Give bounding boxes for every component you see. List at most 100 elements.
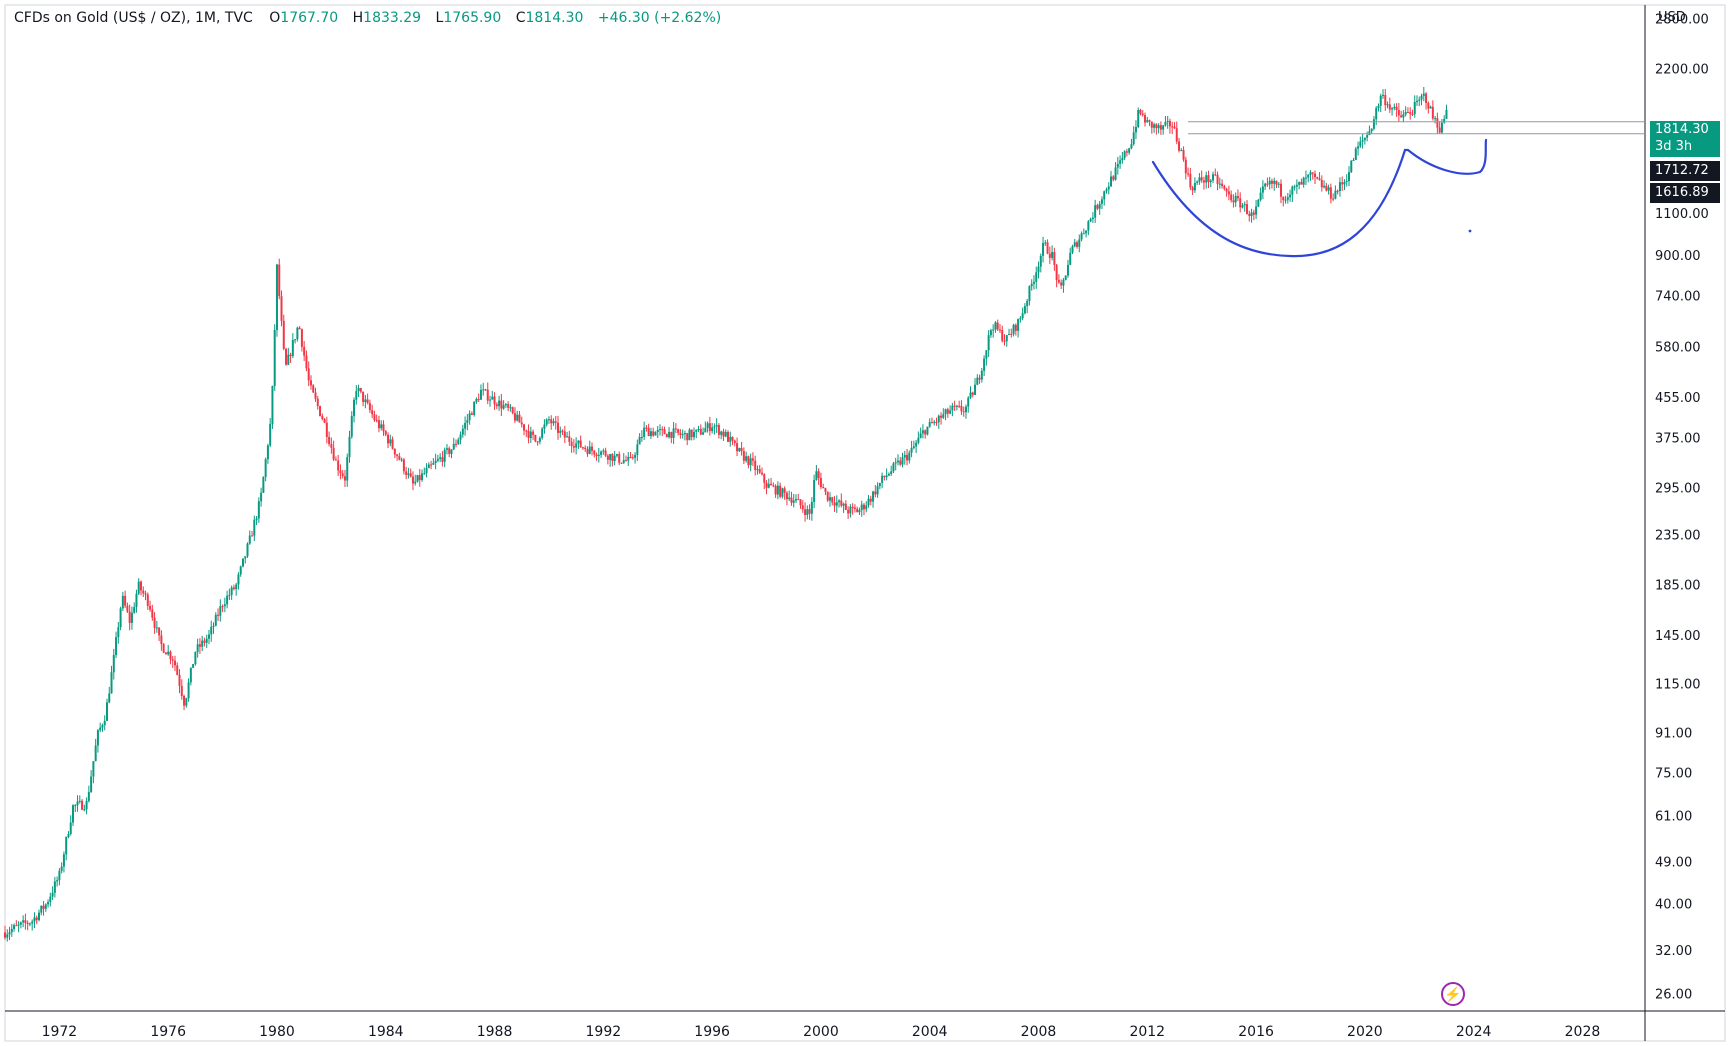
candle-body	[282, 320, 285, 349]
candle-body	[1298, 181, 1301, 185]
candle-body	[1284, 199, 1287, 201]
candle-body	[169, 651, 172, 660]
candle-body	[1137, 109, 1140, 128]
candle-body	[1363, 137, 1366, 141]
candle-body	[656, 429, 659, 433]
candle-body	[1019, 318, 1022, 320]
candle-body	[1377, 105, 1380, 109]
candle-body	[1080, 233, 1083, 240]
lightning-icon[interactable]: ⚡	[1441, 982, 1465, 1006]
candle-body	[1089, 218, 1092, 222]
candle-body	[1381, 95, 1384, 97]
candle-body	[525, 430, 528, 432]
candle-body	[214, 614, 217, 626]
candle-body	[659, 429, 662, 431]
candle-body	[1388, 104, 1391, 110]
candle-body	[561, 430, 564, 432]
candle-body	[443, 449, 446, 462]
candle-body	[953, 405, 956, 407]
candle-body	[1250, 212, 1253, 216]
candle-body	[380, 424, 383, 429]
candle-body	[717, 425, 720, 435]
candle-body	[158, 627, 161, 636]
candle-body	[1248, 213, 1251, 216]
x-tick-label: 1976	[150, 1024, 186, 1040]
time-axis[interactable]: 1972 1976 1980 1984 1988 1992 1996 2000 2004 2008…	[42, 1024, 1601, 1040]
candle-body	[108, 693, 111, 703]
candle-body	[1008, 333, 1011, 336]
candle-body	[745, 456, 748, 461]
candle-body	[459, 434, 462, 440]
candle-body	[547, 419, 550, 421]
candle-body	[600, 451, 603, 455]
candle-body	[364, 399, 367, 402]
candle-body	[427, 464, 430, 469]
candle-body	[42, 905, 45, 909]
candle-body	[865, 505, 868, 510]
price-axis[interactable]: 2800.00 2200.00 1100.00 900.00 740.00 580.00 4…	[1655, 12, 1709, 1002]
candle-body	[500, 400, 503, 409]
candle-body	[296, 327, 299, 340]
candle-body	[767, 483, 770, 488]
candle-body	[529, 431, 532, 438]
candle-body	[423, 473, 426, 475]
candle-body	[1232, 200, 1235, 203]
candle-body	[1370, 128, 1373, 132]
candle-body	[382, 424, 385, 432]
candle-body	[1415, 100, 1418, 102]
candle-body	[502, 405, 505, 409]
candle-body	[878, 482, 881, 487]
axis-frame	[4, 4, 1726, 1042]
candle-body	[219, 606, 222, 616]
candle-body	[375, 420, 378, 422]
x-tick-label: 2024	[1456, 1024, 1492, 1040]
candle-body	[330, 444, 333, 448]
candle-body	[402, 459, 405, 472]
candle-body	[1193, 183, 1196, 191]
candle-body	[271, 385, 274, 424]
candle-body	[285, 348, 288, 365]
candle-body	[303, 346, 306, 356]
candle-body	[908, 452, 911, 461]
candle-body	[1001, 330, 1004, 341]
candle-body	[178, 674, 181, 686]
candle-body	[643, 427, 646, 438]
candle-body	[1327, 187, 1330, 191]
cup-handle-annotation	[1151, 138, 1488, 258]
candle-body	[348, 436, 351, 458]
candle-body	[35, 917, 38, 921]
candle-body	[597, 454, 600, 456]
level-tag-2: 1616.89	[1650, 183, 1720, 203]
candle-body	[1227, 191, 1230, 195]
candle-body	[405, 471, 408, 475]
symbol-name[interactable]: CFDs on Gold (US$ / OZ)	[14, 10, 187, 26]
candle-body	[430, 464, 433, 466]
candle-body	[1320, 180, 1323, 188]
candle-body	[1391, 108, 1394, 110]
candle-body	[1055, 264, 1058, 281]
candle-body	[355, 391, 358, 400]
candle-body	[248, 535, 251, 544]
candle-body	[640, 437, 643, 439]
candle-body	[316, 398, 319, 407]
candle-body	[411, 476, 414, 484]
candle-body	[1180, 150, 1183, 152]
candle-body	[1209, 180, 1212, 182]
candle-body	[368, 402, 371, 411]
candle-body	[1187, 173, 1190, 175]
candle-body	[919, 433, 922, 438]
x-tick-label: 2028	[1565, 1024, 1601, 1040]
candle-body	[604, 450, 607, 456]
candle-body	[876, 486, 879, 495]
candle-body	[840, 500, 843, 506]
candle-body	[584, 447, 587, 450]
interval-label[interactable]: 1M	[194, 10, 216, 26]
candle-body	[976, 377, 979, 385]
candle-body	[1246, 204, 1249, 214]
candle-body	[1128, 148, 1131, 153]
x-tick-label: 1980	[259, 1024, 295, 1040]
candle-body	[1277, 183, 1280, 185]
candle-body	[203, 640, 206, 643]
